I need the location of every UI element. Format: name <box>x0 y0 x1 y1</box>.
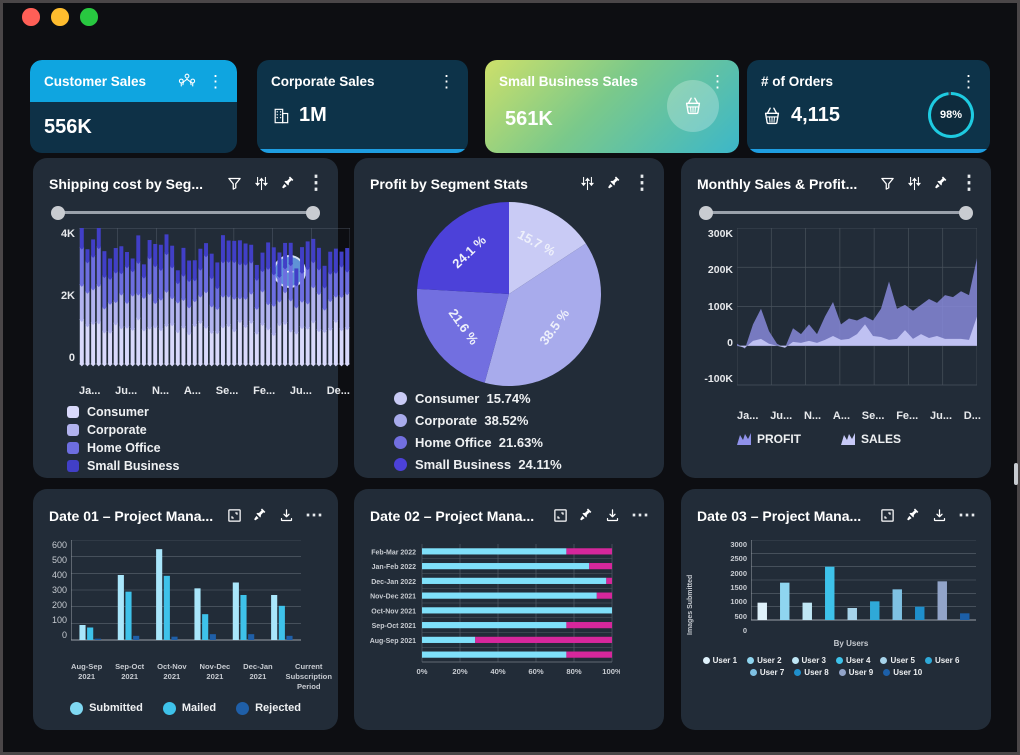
svg-text:Oct-Nov 2021: Oct-Nov 2021 <box>371 608 416 615</box>
svg-text:Feb-Mar 2022: Feb-Mar 2022 <box>371 549 416 556</box>
svg-text:100%: 100% <box>602 667 620 676</box>
svg-text:20%: 20% <box>452 667 467 676</box>
svg-text:80%: 80% <box>566 667 581 676</box>
svg-text:40%: 40% <box>490 667 505 676</box>
svg-text:Aug-Sep 2021: Aug-Sep 2021 <box>370 638 416 645</box>
svg-text:Sep-Oct 2021: Sep-Oct 2021 <box>372 623 416 630</box>
svg-text:0%: 0% <box>417 667 428 676</box>
svg-text:Nov-Dec 2021: Nov-Dec 2021 <box>370 594 416 601</box>
svg-text:60%: 60% <box>528 667 543 676</box>
svg-text:Jan-Feb 2022: Jan-Feb 2022 <box>372 564 416 571</box>
svg-text:Dec-Jan 2022: Dec-Jan 2022 <box>371 579 416 586</box>
